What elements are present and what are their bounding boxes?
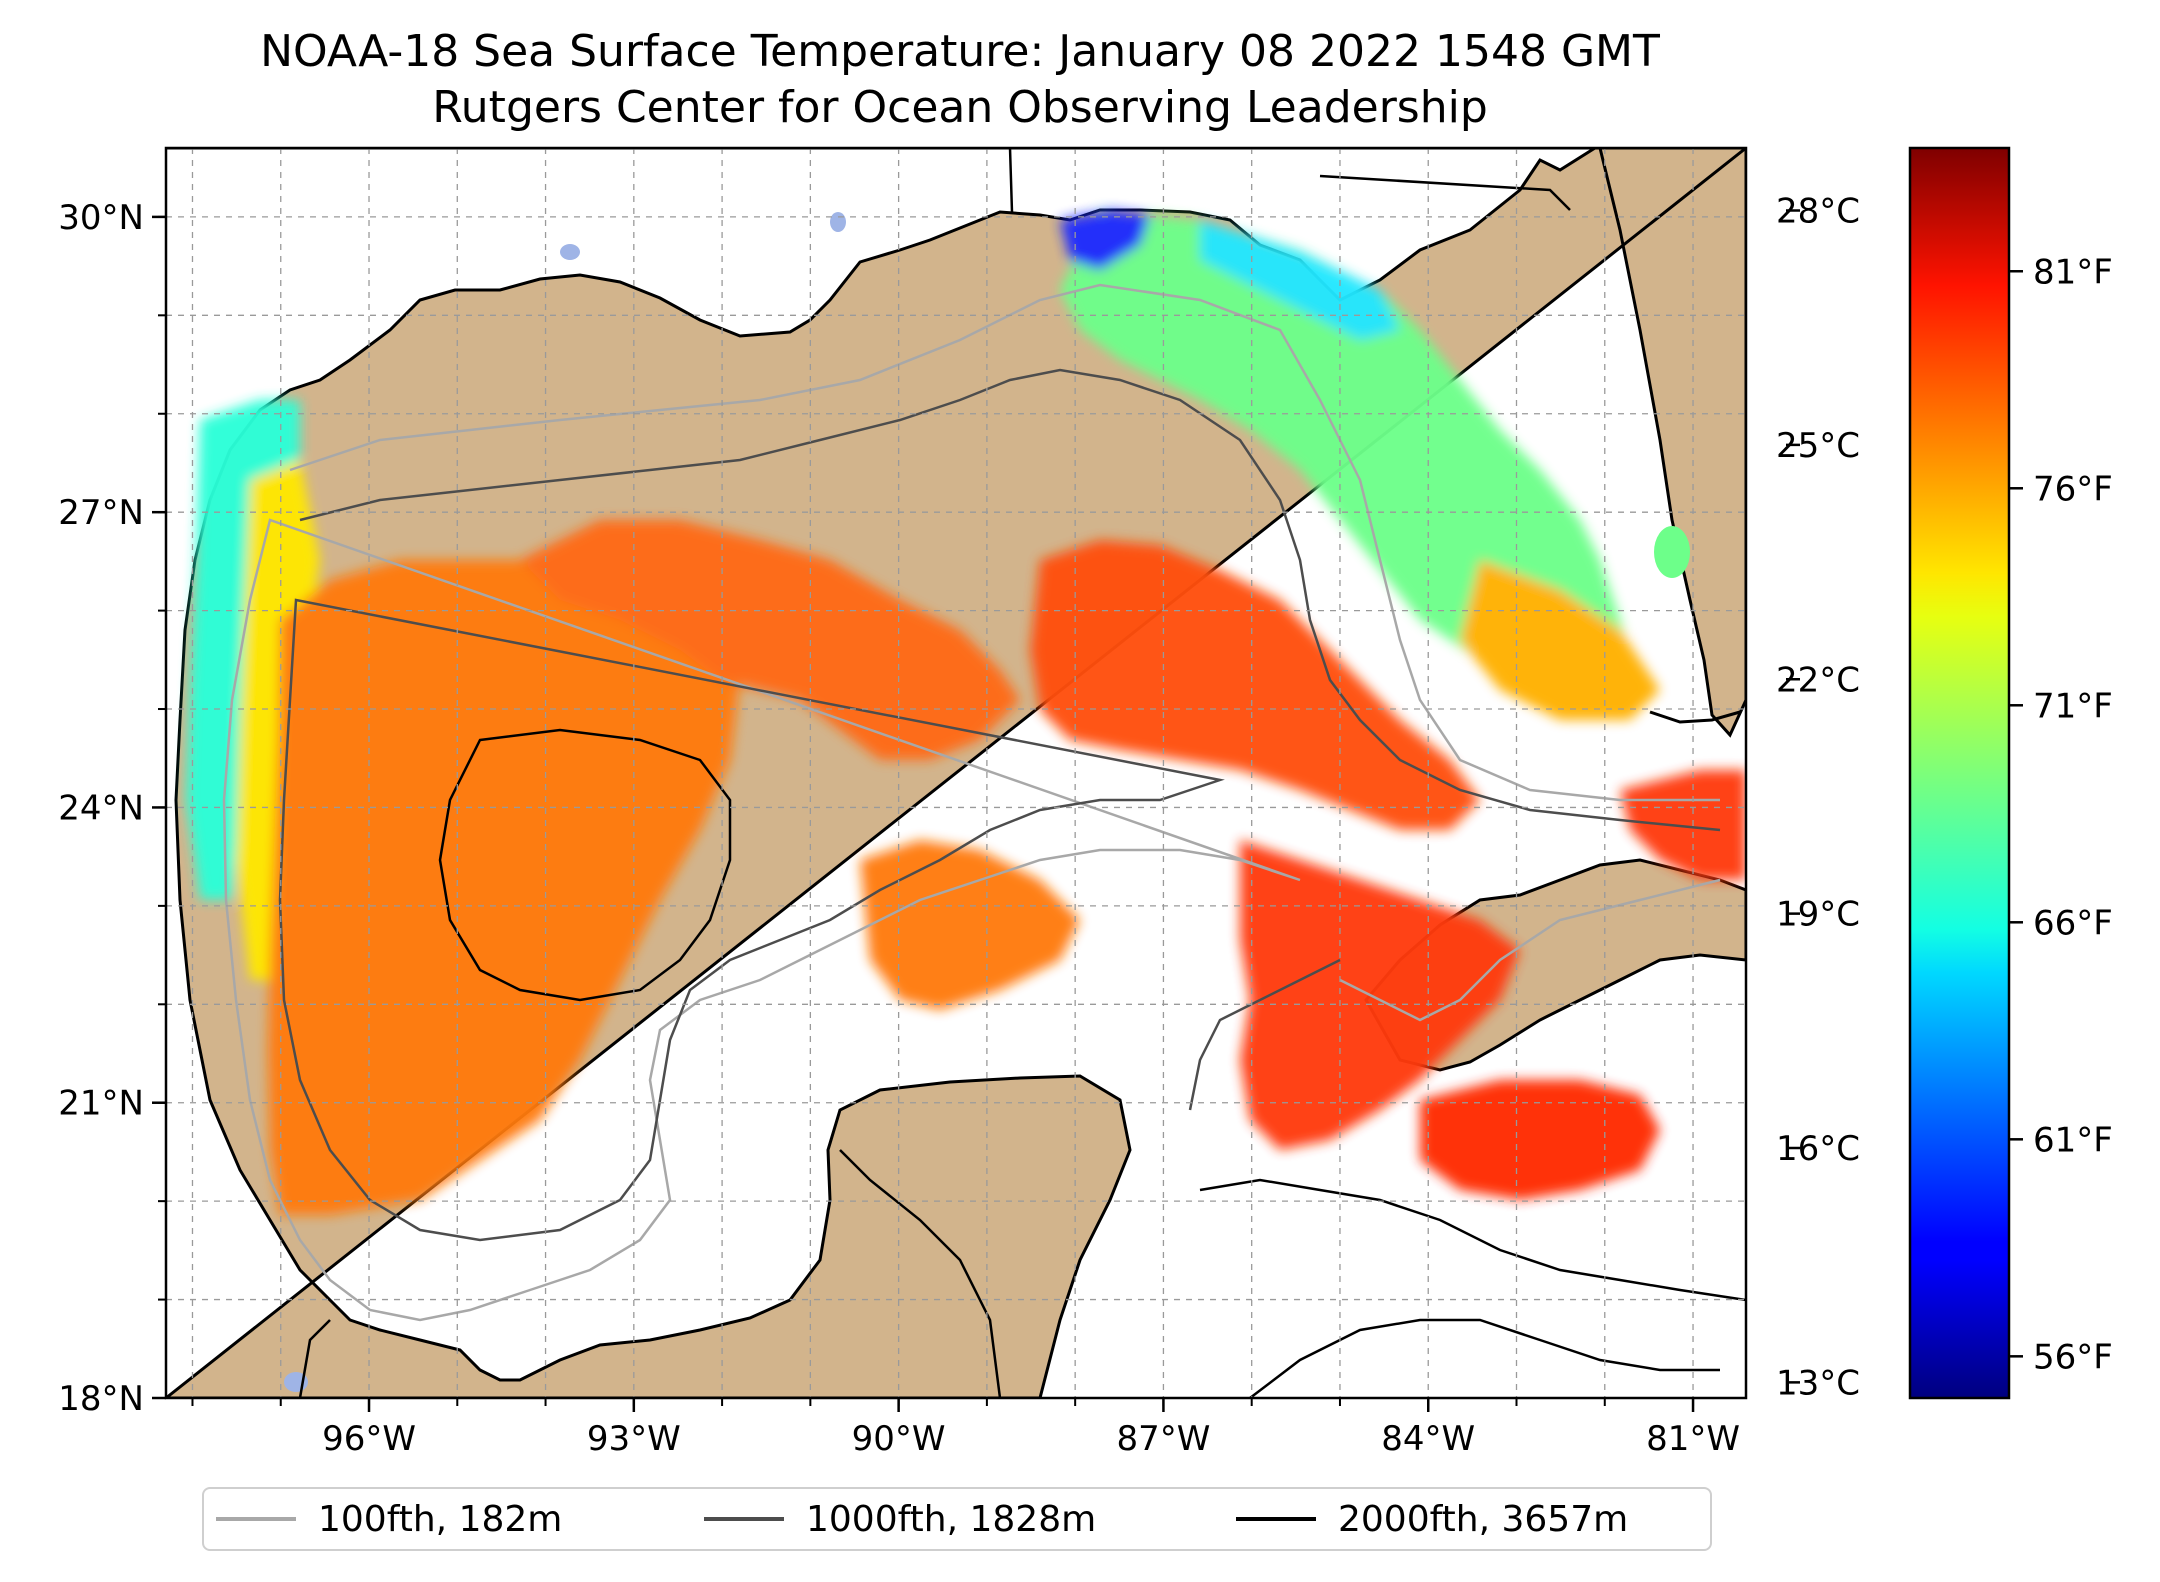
contour-100fth [222,283,1721,1322]
lon-tick-label: 81°W [1646,1419,1740,1459]
fahrenheit-tick-label: 61°F [2033,1120,2113,1160]
fahrenheit-tick-label: 76°F [2033,469,2113,509]
fahrenheit-tick-label: 56°F [2033,1337,2113,1377]
legend-item-100fth: 100fth, 182m [216,1489,562,1549]
colorbar-ramp [1908,146,2011,1400]
colorbar-fahrenheit-axis: 81°F 76°F 71°F 66°F 61°F 56°F [2009,252,2113,1377]
lon-tick-label: 93°W [587,1419,681,1459]
bathymetry-contours [222,283,1746,1398]
sst-warm-central-north [520,520,1020,760]
celsius-tick-label: 13°C [1776,1363,1860,1403]
legend-item-2000fth: 2000fth, 3657m [1236,1489,1628,1549]
sst-warm-eastern-central [1030,540,1480,830]
legend-label-2000fth: 2000fth, 3657m [1338,1498,1629,1540]
figure-title: NOAA-18 Sea Surface Temperature: January… [260,26,1660,77]
longitude-axis: 96°W 93°W 90°W 87°W 84°W 81°W [191,1398,1740,1459]
legend-item-1000fth: 1000fth, 1828m [704,1489,1096,1549]
sst-yellow-tx-coast [236,460,320,980]
sst-warm-loop-current [1240,840,1520,1150]
celsius-tick-label: 22°C [1776,660,1860,700]
fahrenheit-tick-label: 66°F [2033,903,2113,943]
sst-warm-fl-west [1460,560,1660,720]
lat-tick-label: 24°N [58,788,144,828]
legend-swatch-100fth [216,1517,296,1521]
legend-swatch-2000fth [1236,1517,1316,1521]
borders [298,148,1571,1398]
lakes [284,212,1690,1392]
latitude-axis: 30°N 27°N 24°N 21°N 18°N [58,198,166,1419]
map-frame [164,146,1748,1400]
celsius-tick-label: 25°C [1776,426,1860,466]
sst-warm-straits [1620,770,1746,880]
gridlines [166,148,1746,1398]
colorbar: 28°C 25°C 22°C 19°C 16°C 13°C 81°F 76°F 71°F 66°… [1776,146,2113,1404]
lat-tick-label: 18°N [58,1379,144,1419]
legend-label-1000fth: 1000fth, 1828m [806,1498,1097,1540]
depth-contour-legend: 100fth, 182m 1000fth, 1828m 2000fth, 365… [202,1487,1712,1551]
legend-label-100fth: 100fth, 182m [318,1498,563,1540]
lon-tick-label: 84°W [1381,1419,1475,1459]
sst-cyan-coastal-fl [1200,220,1400,340]
lon-tick-label: 87°W [1116,1419,1210,1459]
fahrenheit-tick-label: 81°F [2033,252,2113,292]
contour-2000fth [438,728,1746,1398]
colorbar-celsius-axis: 28°C 25°C 22°C 19°C 16°C 13°C [1776,192,1860,1404]
legend-swatch-1000fth [704,1517,784,1521]
celsius-tick-label: 28°C [1776,192,1860,232]
sst-warm-center-strand [860,840,1080,1010]
lat-tick-label: 21°N [58,1084,144,1124]
lat-tick-label: 27°N [58,493,144,533]
lat-tick-label: 30°N [58,198,144,238]
lon-tick-label: 90°W [852,1419,946,1459]
land-florida-keys [1649,710,1741,724]
celsius-tick-label: 19°C [1776,895,1860,935]
map-area [166,148,1746,1398]
fahrenheit-tick-label: 71°F [2033,686,2113,726]
sst-blue-apalachee [1060,210,1150,270]
sst-warm-western-gulf [268,560,740,1215]
lon-tick-label: 96°W [322,1419,416,1459]
figure-subtitle: Rutgers Center for Ocean Observing Leade… [432,82,1488,133]
sst-warm-se-patch [1420,1080,1660,1200]
celsius-tick-label: 16°C [1776,1129,1860,1169]
sst-swaths [186,210,1746,1215]
